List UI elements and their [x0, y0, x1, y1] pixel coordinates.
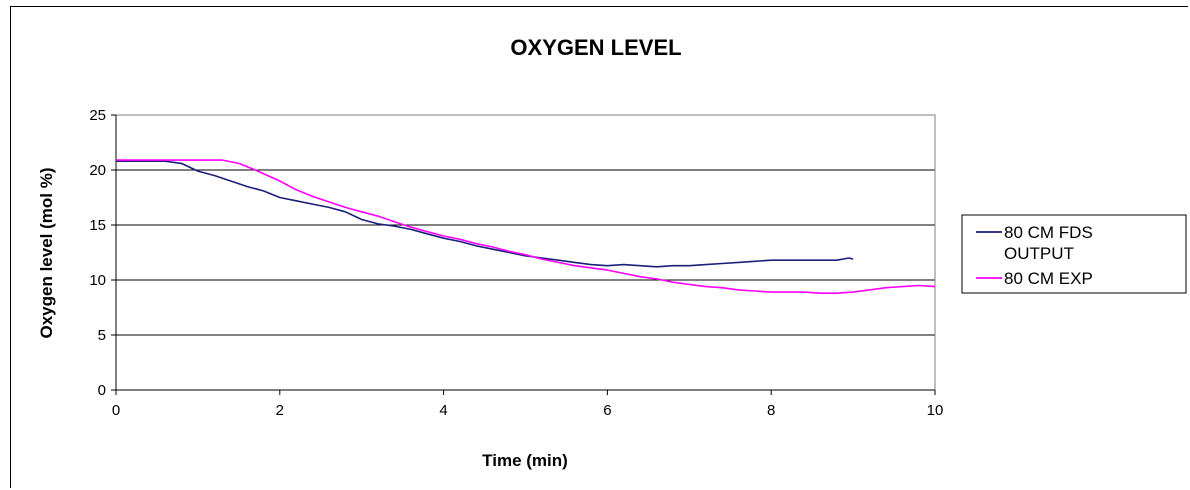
y-tick-label-3: 15 [89, 217, 106, 234]
x-tick-label-0: 0 [112, 402, 120, 419]
series-line-1 [116, 159, 936, 294]
series-lines [116, 159, 936, 294]
chart-title: OXYGEN LEVEL [510, 35, 681, 60]
plot-area-border [115, 114, 936, 391]
x-tick-label-1: 2 [276, 402, 284, 419]
chart-frame [10, 6, 1188, 488]
x-axis-label: Time (min) [482, 451, 568, 470]
x-tick-label-5: 10 [927, 402, 944, 419]
y-tick-label-5: 25 [89, 107, 106, 124]
grid-lines [116, 169, 935, 336]
x-tick-label-3: 6 [603, 402, 611, 419]
y-axis-label: Oxygen level (mol %) [37, 168, 56, 339]
axes: 0 5 10 15 20 25 0 2 4 6 8 10 [89, 107, 943, 419]
legend-box [961, 214, 1187, 294]
legend-label-0: 80 CM FDS OUTPUT [1004, 223, 1093, 263]
y-tick-label-1: 5 [98, 327, 106, 344]
y-tick-label-4: 20 [89, 162, 106, 179]
y-tick-label-0: 0 [98, 382, 106, 399]
y-tick-label-2: 10 [89, 272, 106, 289]
legend-label-1: 80 CM EXP [1004, 269, 1093, 288]
series-line-0 [116, 160, 854, 268]
x-tick-label-4: 8 [767, 402, 775, 419]
x-tick-label-2: 4 [439, 402, 447, 419]
legend: 80 CM FDS OUTPUT 80 CM EXP [961, 214, 1187, 294]
